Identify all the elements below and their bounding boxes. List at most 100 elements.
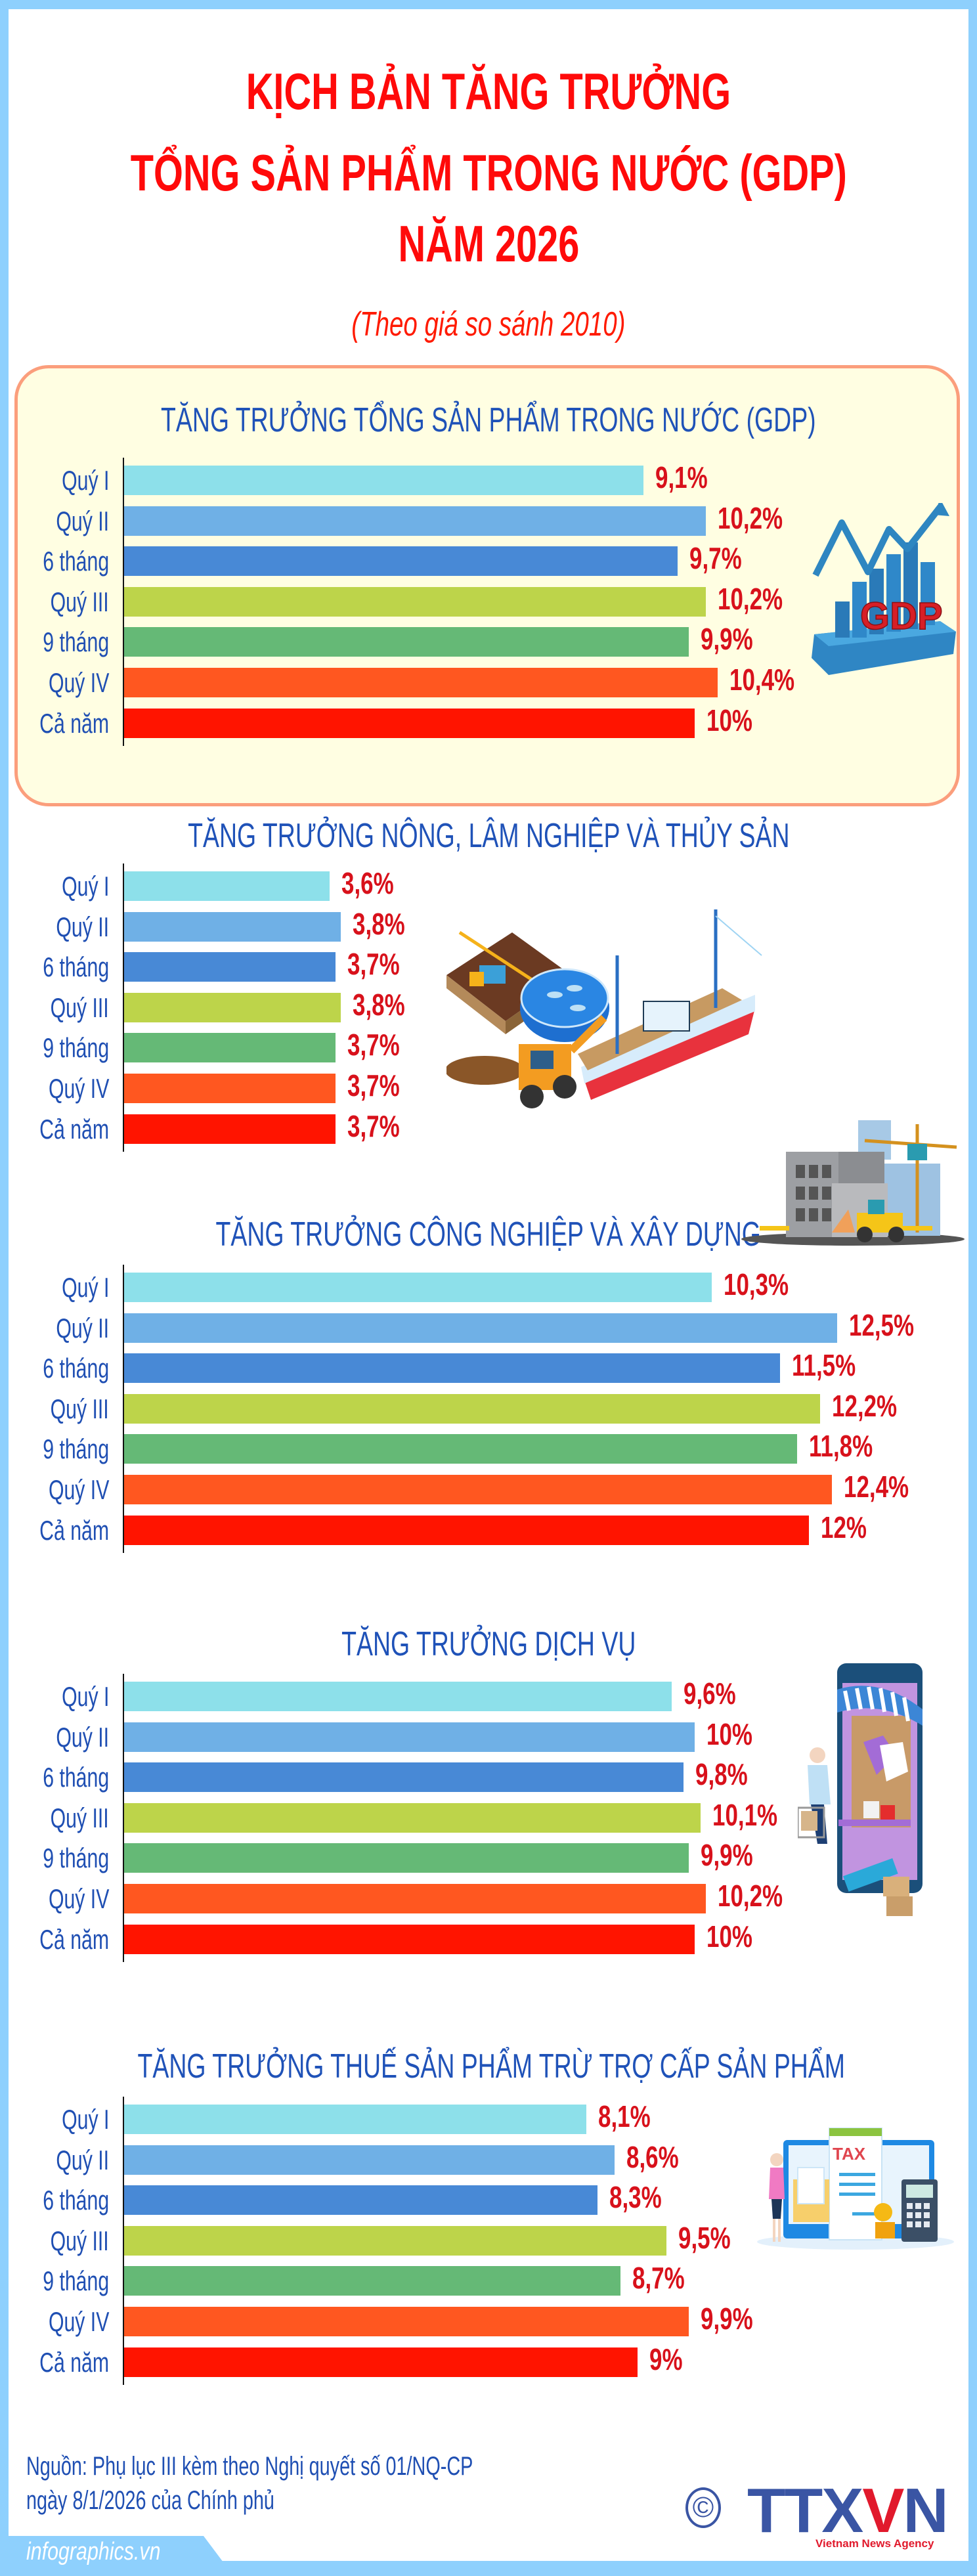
bar	[124, 2266, 620, 2296]
category-label: Cả năm	[0, 1114, 109, 1144]
value-label: 10,3%	[724, 1269, 809, 1299]
bar	[124, 1762, 684, 1792]
category-label-text: 6 tháng	[43, 951, 109, 982]
value-label-text: 9,8%	[695, 1757, 748, 1791]
agriculture-forestry-fishery-icon	[446, 909, 762, 1108]
chart-axis-line	[123, 2097, 124, 2385]
value-label-text: 12,2%	[832, 1389, 898, 1423]
section-title: TĂNG TRƯỞNG TỔNG SẢN PHẨM TRONG NƯỚC (GD…	[0, 402, 977, 439]
category-label: Quý I	[0, 1273, 109, 1302]
category-label-text: Quý II	[56, 1722, 109, 1753]
category-label-text: Quý IV	[48, 2306, 109, 2337]
bar	[124, 466, 643, 495]
value-label: 3,7%	[347, 1111, 416, 1141]
category-label: Quý I	[0, 871, 109, 901]
value-label-text: 8,7%	[632, 2261, 685, 2295]
category-label-text: Quý III	[50, 586, 109, 617]
category-label-text: Quý III	[50, 1393, 109, 1424]
footer-tab	[0, 2536, 223, 2562]
value-label-text: 9,9%	[701, 622, 753, 656]
category-label-text: Cả năm	[39, 1114, 109, 1145]
section-title-text: TĂNG TRƯỞNG TỔNG SẢN PHẨM TRONG NƯỚC (GD…	[161, 401, 816, 439]
bar	[124, 587, 706, 617]
category-label-text: Quý III	[50, 2225, 109, 2256]
section-title-text: TĂNG TRƯỞNG THUẾ SẢN PHẨM TRỪ TRỢ CẤP SẢ…	[137, 2047, 845, 2085]
bar	[124, 546, 678, 576]
value-label: 3,8%	[353, 990, 422, 1020]
category-label-text: 9 tháng	[43, 2265, 109, 2296]
category-label: Quý II	[0, 506, 109, 536]
category-label-text: Quý II	[56, 911, 109, 942]
category-label-text: Cả năm	[39, 708, 109, 739]
category-label-text: 9 tháng	[43, 1843, 109, 1873]
source-line-2: ngày 8/1/2026 của Chính phủ	[26, 2483, 371, 2518]
bar	[124, 709, 695, 738]
bar	[124, 1475, 832, 1504]
value-label: 9,8%	[695, 1757, 764, 1791]
bar	[124, 912, 341, 942]
logo-subtitle: Vietnam News Agency	[815, 2537, 934, 2550]
bar	[124, 506, 706, 536]
value-label: 9,9%	[701, 1838, 770, 1872]
category-label-text: 9 tháng	[43, 1032, 109, 1063]
value-label-text: 3,6%	[341, 866, 394, 900]
category-label: 6 tháng	[0, 546, 109, 576]
bar	[124, 1803, 701, 1833]
section-title: TĂNG TRƯỞNG THUẾ SẢN PHẨM TRỪ TRỢ CẤP SẢ…	[0, 2048, 977, 2085]
main-title-line-2: TỔNG SẢN PHẨM TRONG NƯỚC (GDP)	[0, 147, 977, 198]
site-link[interactable]: infographics.vn	[26, 2539, 194, 2565]
category-label-text: Cả năm	[39, 1924, 109, 1955]
category-label-text: Quý IV	[48, 1474, 109, 1505]
bar	[124, 871, 330, 901]
category-label: Quý IV	[0, 1884, 109, 1913]
category-label: Quý III	[0, 1803, 109, 1833]
category-label: Cả năm	[0, 1925, 109, 1954]
category-label-text: Quý IV	[48, 1073, 109, 1104]
value-label: 9,9%	[701, 624, 770, 654]
category-label: Cả năm	[0, 1516, 109, 1545]
category-label-text: 9 tháng	[43, 626, 109, 657]
chart-axis-line	[123, 458, 124, 746]
value-label-text: 9,9%	[701, 2302, 753, 2336]
value-label: 3,7%	[347, 1070, 416, 1101]
category-label: Quý III	[0, 1394, 109, 1424]
ttxvn-logo[interactable]: TTXVN	[747, 2479, 949, 2543]
bar	[124, 2185, 597, 2215]
bar	[124, 1884, 706, 1913]
section-title: TĂNG TRƯỞNG NÔNG, LÂM NGHIỆP VÀ THỦY SẢN	[0, 818, 977, 854]
category-label-text: 6 tháng	[43, 1762, 109, 1793]
online-shopping-icon	[798, 1663, 923, 1916]
value-label: 8,6%	[626, 2142, 695, 2172]
value-label-text: 9,1%	[655, 460, 708, 494]
value-label-text: 11,8%	[809, 1429, 873, 1463]
main-title-line-1: KỊCH BẢN TĂNG TRƯỞNG	[0, 66, 977, 117]
value-label-text: 10%	[706, 703, 752, 737]
category-label: Quý I	[0, 1682, 109, 1711]
category-label: Quý IV	[0, 668, 109, 697]
bar	[124, 993, 341, 1022]
value-label-text: 12,4%	[844, 1470, 909, 1504]
main-title-text: KỊCH BẢN TĂNG TRƯỞNG	[246, 62, 731, 120]
section-title-text: TĂNG TRƯỞNG DỊCH VỤ	[341, 1625, 636, 1663]
value-label: 10,2%	[718, 584, 803, 614]
chart-axis-line	[123, 863, 124, 1152]
value-label: 10,2%	[718, 1881, 803, 1911]
category-label-text: Quý I	[61, 465, 109, 496]
category-label-text: Quý III	[50, 992, 109, 1023]
category-label: Quý II	[0, 1722, 109, 1752]
bar	[124, 1434, 797, 1464]
source-text: Nguồn: Phụ lục III kèm theo Nghị quyết s…	[26, 2452, 473, 2481]
value-label-text: 9,9%	[701, 1838, 753, 1872]
bar	[124, 2226, 666, 2256]
bar	[124, 1273, 712, 1302]
bar	[124, 668, 718, 697]
subtitle: (Theo giá so sánh 2010)	[0, 306, 977, 343]
category-label-text: Quý I	[61, 1272, 109, 1303]
value-label: 9,9%	[701, 2302, 770, 2336]
value-label: 12,5%	[849, 1310, 934, 1340]
construction-site-icon	[741, 1120, 965, 1246]
bar	[124, 627, 689, 657]
value-label-text: 9%	[649, 2342, 683, 2376]
value-label-text: 11,5%	[792, 1348, 856, 1382]
value-label: 10%	[706, 1719, 767, 1749]
